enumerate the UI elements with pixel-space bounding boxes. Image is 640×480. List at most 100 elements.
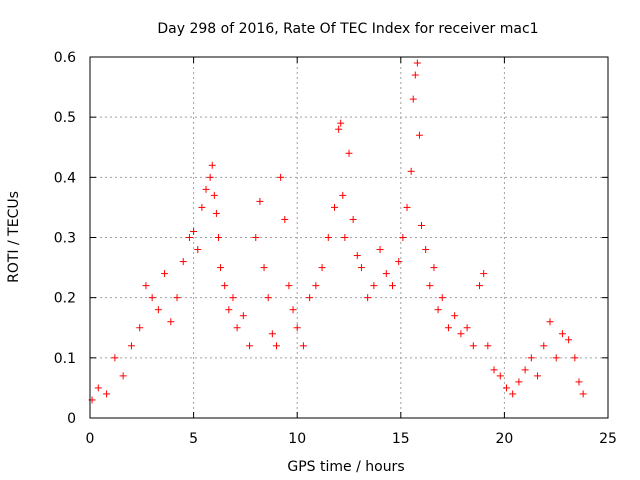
x-axis-label: GPS time / hours	[287, 459, 404, 475]
grid-lines	[90, 57, 608, 418]
data-point	[208, 161, 216, 169]
y-tick-label: 0.2	[54, 291, 76, 307]
x-tick-label: 5	[189, 431, 198, 447]
data-point	[173, 294, 181, 302]
data-point	[330, 203, 338, 211]
data-point	[552, 354, 560, 362]
data-point	[399, 234, 407, 241]
data-point	[540, 342, 548, 350]
data-point	[217, 264, 225, 272]
data-point	[558, 330, 566, 338]
data-point	[221, 282, 229, 290]
data-point	[357, 264, 365, 272]
data-point	[502, 384, 510, 392]
data-point	[272, 342, 280, 350]
data-point	[246, 342, 254, 350]
data-point	[167, 318, 175, 326]
data-point	[285, 282, 293, 290]
x-tick-label: 15	[392, 431, 410, 447]
data-point	[103, 390, 111, 398]
data-point	[515, 378, 523, 386]
y-tick-label: 0	[67, 411, 76, 427]
data-point	[364, 294, 372, 302]
data-point	[306, 294, 314, 302]
data-point	[527, 354, 535, 362]
data-point	[212, 209, 220, 217]
y-tick-label: 0.1	[54, 351, 76, 367]
data-point	[349, 215, 357, 223]
data-point	[546, 318, 554, 326]
data-point	[407, 167, 415, 175]
data-point	[127, 342, 135, 350]
x-tick-label: 20	[495, 431, 513, 447]
data-point	[413, 59, 421, 67]
data-point	[256, 197, 264, 205]
data-point	[565, 336, 573, 344]
data-point	[142, 282, 150, 290]
data-point	[345, 149, 353, 157]
data-point	[430, 264, 438, 272]
data-point	[409, 95, 417, 103]
data-point	[264, 294, 272, 302]
data-point	[225, 306, 233, 314]
data-point	[206, 173, 214, 181]
data-point	[422, 246, 430, 254]
data-point	[318, 264, 326, 272]
data-point	[239, 312, 247, 320]
data-point	[154, 306, 162, 314]
data-point	[194, 246, 202, 254]
x-tick-label: 25	[599, 431, 617, 447]
data-point	[444, 324, 452, 332]
data-point	[353, 252, 361, 260]
data-point	[179, 258, 187, 266]
data-point	[457, 330, 465, 338]
data-point	[521, 366, 529, 374]
data-point	[370, 282, 378, 290]
data-point	[293, 324, 301, 332]
y-tick-label: 0.5	[54, 110, 76, 126]
data-point	[161, 270, 169, 278]
data-point	[403, 203, 411, 211]
data-point	[534, 372, 542, 380]
data-point	[281, 215, 289, 223]
data-point	[426, 282, 434, 290]
data-point	[341, 234, 349, 241]
y-axis-label: ROTI / TECUs	[6, 191, 22, 283]
y-tick-label: 0.4	[54, 170, 76, 186]
data-points	[88, 59, 587, 404]
data-point	[312, 282, 320, 290]
data-point	[136, 324, 144, 332]
data-point	[252, 234, 260, 241]
data-point	[202, 185, 210, 193]
data-point	[434, 306, 442, 314]
y-tick-label: 0.3	[54, 231, 76, 247]
data-point	[490, 366, 498, 374]
data-point	[480, 270, 488, 278]
x-axis-ticks: 0 5 10 15 20 25	[86, 57, 617, 447]
data-point	[148, 294, 156, 302]
data-point	[411, 71, 419, 79]
x-tick-label: 10	[288, 431, 306, 447]
data-point	[185, 234, 193, 241]
data-point	[337, 119, 345, 127]
data-point	[395, 258, 403, 266]
data-point	[376, 246, 384, 254]
data-point	[463, 324, 471, 332]
data-point	[382, 270, 390, 278]
data-point	[469, 342, 477, 350]
data-point	[579, 390, 587, 398]
data-point	[260, 264, 268, 272]
data-point	[229, 294, 237, 302]
data-point	[335, 125, 343, 133]
data-point	[214, 234, 222, 241]
data-point	[289, 306, 297, 314]
data-point	[94, 384, 102, 392]
data-point	[418, 221, 426, 229]
y-tick-label: 0.6	[54, 50, 76, 66]
chart-title: Day 298 of 2016, Rate Of TEC Index for r…	[157, 21, 538, 37]
data-point	[415, 131, 423, 139]
y-axis-ticks: 0 0.1 0.2 0.3 0.4 0.5 0.6	[54, 50, 608, 427]
data-point	[198, 203, 206, 211]
data-point	[484, 342, 492, 350]
